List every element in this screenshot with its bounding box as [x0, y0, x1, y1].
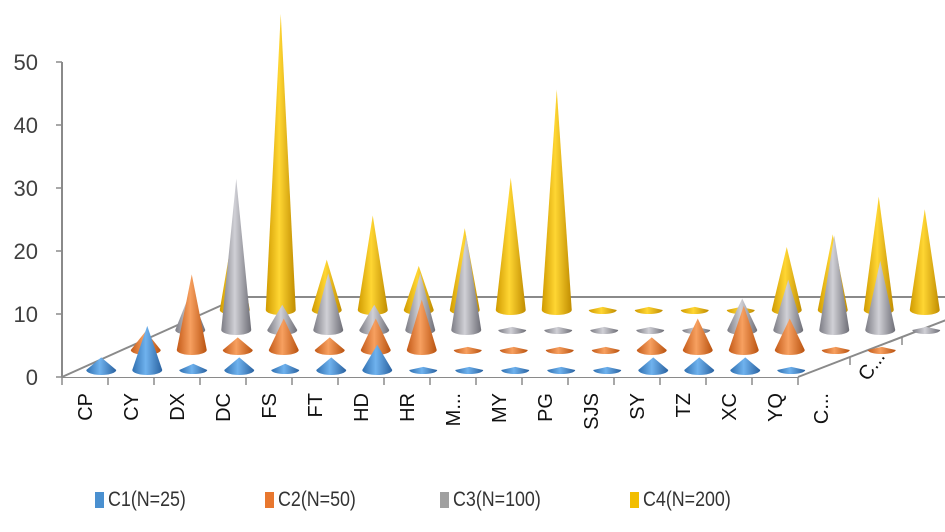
cone: [728, 305, 759, 355]
cone: [313, 273, 344, 335]
x-tick-label: CY: [121, 393, 143, 421]
cone: [221, 178, 252, 335]
cone: [271, 363, 300, 374]
x-tick-label: M...: [443, 393, 465, 426]
cone: [771, 247, 802, 315]
x-tick-label: FS: [259, 393, 281, 419]
x-tick-label: DX: [167, 393, 189, 421]
cone: [176, 274, 207, 355]
cone: [593, 366, 622, 374]
legend-swatch-c3: [440, 492, 449, 508]
x-tick-label: C...: [811, 393, 833, 424]
legend-swatch-c2: [265, 492, 274, 508]
cone: [545, 346, 574, 354]
cone: [501, 366, 530, 374]
legend-label-c3: C3(N=100): [453, 488, 541, 511]
x-tick-label: YQ: [765, 393, 787, 422]
cone: [316, 357, 347, 375]
x-tick-label: SJS: [581, 393, 603, 430]
cone: [821, 346, 850, 354]
legend-swatch-c1: [95, 492, 104, 508]
cone: [777, 366, 806, 374]
y-tick-label: 0: [26, 365, 38, 390]
cone: [544, 326, 573, 334]
y-tick-label: 10: [14, 302, 38, 327]
cone: [495, 177, 526, 315]
x-tick-label: SY: [627, 393, 649, 420]
cone: [498, 326, 527, 334]
x-tick-label: HD: [351, 393, 373, 422]
cone: [357, 215, 388, 315]
y-tick-label: 20: [14, 239, 38, 264]
cone: [222, 337, 253, 355]
cone: [588, 306, 617, 314]
cone: [499, 346, 528, 354]
x-tick-label: FT: [305, 393, 327, 417]
cone: [268, 318, 299, 355]
cone: [451, 235, 482, 335]
legend-label-c1: C1(N=25): [108, 488, 186, 511]
y-tick-label: 50: [14, 50, 38, 75]
legend-item-c3: C3(N=100): [440, 488, 630, 512]
cone: [132, 325, 163, 375]
cone: [730, 357, 761, 375]
x-tick-label: MY: [489, 393, 511, 423]
cone: [682, 318, 713, 355]
x-tick-label: TZ: [673, 393, 695, 417]
cones: [86, 13, 941, 375]
y-tick-label: 40: [14, 113, 38, 138]
cone: [455, 366, 484, 374]
axis-labels: 0 10 20 30 40 50 CP CY DX DC FS FT HD HR M... MY PG SJS SY…: [14, 50, 890, 430]
cone: [314, 337, 345, 355]
cone: [684, 357, 715, 375]
cone: [406, 299, 437, 355]
cone: [362, 344, 393, 375]
cone: [359, 304, 390, 335]
legend-item-c2: C2(N=50): [265, 488, 440, 512]
cone: [636, 337, 667, 355]
cone: [409, 366, 438, 374]
cone: [638, 357, 669, 375]
cone: [591, 346, 620, 354]
x-tick-label: XC: [719, 393, 741, 421]
legend-label-c4: C4(N=200): [643, 488, 731, 511]
cone: [773, 279, 804, 335]
legend-swatch-c4: [630, 492, 639, 508]
cone: [680, 306, 709, 314]
cone: [267, 304, 298, 335]
cone: [453, 346, 482, 354]
cone: [547, 366, 576, 374]
legend: C1(N=25) C2(N=50) C3(N=100) C4(N=200): [95, 488, 820, 512]
cone: [865, 260, 896, 335]
cone: [405, 273, 436, 335]
cone: [909, 209, 940, 315]
x-tick-label: HR: [397, 393, 419, 422]
legend-label-c2: C2(N=50): [278, 488, 356, 511]
cone: [86, 357, 117, 375]
y-tick-label: 30: [14, 176, 38, 201]
cone: [224, 357, 255, 375]
cone: [636, 326, 665, 334]
cone: [360, 318, 391, 355]
cone: [634, 306, 663, 314]
legend-item-c1: C1(N=25): [95, 488, 265, 512]
cone: [541, 89, 572, 315]
cone: [863, 196, 894, 315]
cone: [179, 363, 208, 374]
legend-item-c4: C4(N=200): [630, 488, 820, 512]
cone: [265, 13, 296, 316]
cone: [912, 326, 941, 334]
x-tick-label: PG: [535, 393, 557, 422]
cone: [867, 346, 896, 354]
x-tick-label: CP: [75, 393, 97, 421]
x-tick-label: DC: [213, 393, 235, 422]
cone: [590, 326, 619, 334]
cone: [774, 318, 805, 355]
cone: [819, 235, 850, 335]
